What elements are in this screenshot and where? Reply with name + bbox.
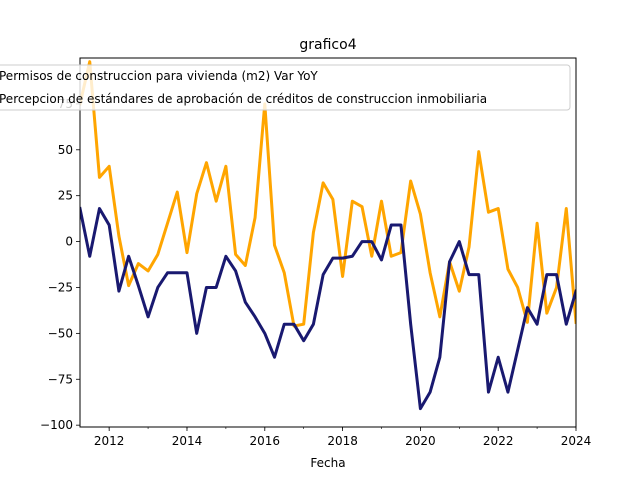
x-axis-label: Fecha (310, 456, 345, 470)
y-tick-label: −50 (48, 326, 73, 340)
y-tick-label: −25 (48, 280, 73, 294)
x-tick-label: 2012 (94, 434, 125, 448)
x-tick-label: 2020 (405, 434, 436, 448)
y-axis: −100−75−50−250255075 (40, 97, 80, 432)
legend-label-0: Permisos de construccion para vivienda (… (0, 69, 318, 83)
y-tick-label: 0 (65, 235, 73, 249)
x-tick-label: 2018 (327, 434, 358, 448)
legend-label-1: Percepcion de estándares de aprobación d… (0, 92, 487, 106)
series-line-1 (80, 206, 576, 411)
chart-title: grafico4 (299, 37, 356, 53)
y-tick-label: 25 (58, 189, 73, 203)
x-tick-label: 2024 (561, 434, 592, 448)
x-axis: 2012 2014 2016 2018 2020 2022 2024 (94, 427, 591, 448)
series-layer (80, 60, 576, 411)
series-line-0 (80, 60, 576, 328)
axes-frame (79, 57, 577, 428)
legend-box (0, 64, 571, 111)
y-tick-label: 50 (58, 143, 73, 157)
y-tick-label: −75 (48, 372, 73, 386)
x-tick-label: 2014 (172, 434, 203, 448)
y-tick-label: −100 (40, 418, 73, 432)
x-tick-label: 2016 (250, 434, 281, 448)
legend: Permisos de construccion para vivienda (… (0, 64, 571, 111)
x-tick-label: 2022 (483, 434, 514, 448)
